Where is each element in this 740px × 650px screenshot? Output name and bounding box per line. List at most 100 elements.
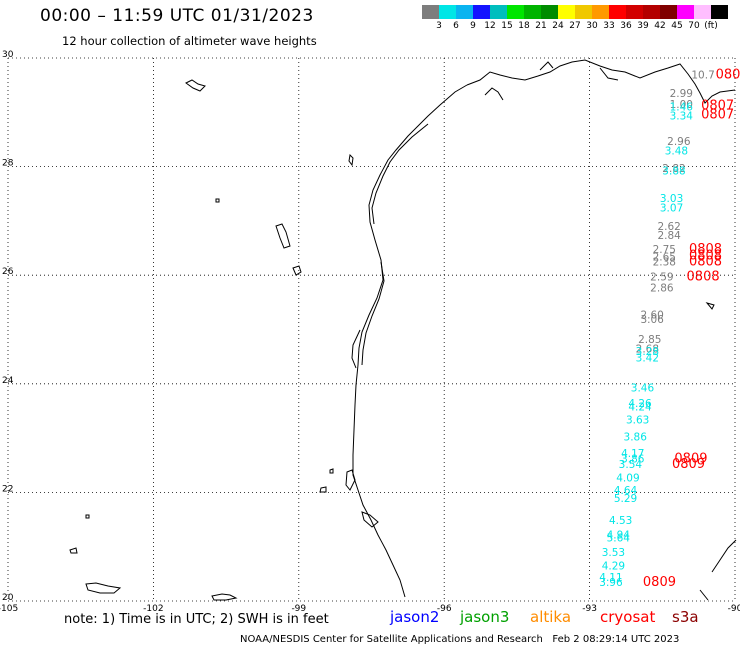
wave-height-value: 2.59: [650, 272, 673, 284]
map-grid: [7, 57, 736, 602]
color-swatch: [558, 5, 575, 19]
color-scale-label: 3: [436, 21, 442, 31]
color-swatch: [507, 5, 524, 19]
page-subtitle: 12 hour collection of altimeter wave hei…: [62, 34, 317, 48]
wave-height-value: 2.62: [657, 221, 680, 233]
island: [85, 582, 122, 594]
bay-shoreline: [351, 329, 361, 369]
wave-height-value: 1.00: [670, 99, 693, 111]
coastline-main: [352, 84, 468, 598]
legend-altika: altika: [530, 608, 572, 626]
barrier-island: [371, 123, 429, 225]
color-swatch: [524, 5, 541, 19]
wave-height-value: 1.46: [670, 102, 694, 114]
island: [705, 302, 715, 310]
y-tick-label: 28: [2, 159, 14, 169]
wave-height-value: 4.17: [621, 448, 644, 460]
wave-height-value: 3.06: [640, 314, 664, 326]
wave-height-value: 2.84: [657, 230, 681, 242]
legend-s3a: s3a: [672, 608, 699, 626]
satellite-pass-label: 0809: [674, 452, 707, 467]
wave-height-value: 5.29: [614, 493, 637, 505]
color-scale-label: 30: [586, 21, 598, 31]
color-swatch: [711, 5, 728, 19]
wave-height-value: 4.11: [599, 572, 622, 584]
island: [319, 486, 327, 493]
color-scale-label: 15: [501, 21, 513, 31]
barrier-island: [361, 261, 385, 366]
color-scale-label: 39: [637, 21, 649, 31]
satellite-pass-label: 0807: [701, 99, 734, 114]
bay-shoreline: [484, 87, 504, 101]
wave-height-value: 2.85: [638, 334, 661, 346]
color-swatch: [439, 5, 456, 19]
wave-height-value: 4.94: [607, 530, 631, 542]
color-scale-label: 21: [535, 21, 547, 31]
coastline-yucatan: [699, 589, 709, 601]
y-tick-label: 22: [2, 484, 13, 494]
wave-height-value: 3.42: [636, 353, 659, 365]
island: [215, 198, 220, 203]
wave-height-value: 3.88: [662, 166, 685, 178]
wave-height-value: 2.82: [662, 163, 685, 175]
color-swatch: [694, 5, 711, 19]
color-scale-label: 24: [552, 21, 564, 31]
wave-height-value: 3.46: [631, 382, 655, 394]
coastline-louisiana: [466, 59, 736, 104]
color-swatch: [592, 5, 609, 19]
wave-height-value: 3.03: [660, 193, 683, 205]
color-scale-label: 33: [603, 21, 615, 31]
wave-height-value: 4.26: [628, 398, 652, 410]
y-tick-label: 20: [2, 593, 14, 603]
legend-cryosat: cryosat: [600, 608, 656, 626]
y-tick-label: 26: [2, 267, 14, 277]
wave-height-value: 4.24: [628, 401, 652, 413]
y-tick-label: 30: [2, 50, 14, 60]
satellite-pass-label: 0808: [689, 254, 722, 269]
color-scale-label: (ft): [704, 21, 718, 31]
y-tick-label: 24: [2, 376, 14, 386]
color-scale-label: 6: [453, 21, 459, 31]
satellite-pass-label: 0808: [687, 270, 720, 285]
generated-timestamp: Feb 2 08:29:14 UTC 2023: [552, 634, 680, 645]
wave-height-value: 4.53: [609, 515, 632, 527]
wave-height-value: 3.63: [626, 414, 649, 426]
satellite-pass-label: 0807: [701, 107, 734, 122]
island: [361, 511, 379, 528]
wave-height-value: 4.64: [614, 485, 638, 497]
wave-height-value: 2.38: [653, 256, 676, 268]
legend-jason3: jason3: [460, 608, 510, 626]
bay-shoreline: [599, 67, 619, 81]
color-scale-label: 70: [688, 21, 700, 31]
satellite-pass-label: 0809: [643, 575, 676, 590]
x-tick-label: -96: [437, 604, 452, 614]
wave-height-value: 2.68: [636, 343, 659, 355]
credit-line: NOAA/NESDIS Center for Satellite Applica…: [240, 634, 679, 645]
satellite-pass-label: 0807: [716, 68, 740, 83]
island: [69, 547, 78, 554]
x-tick-label: -105: [0, 604, 18, 614]
bay-shoreline: [539, 61, 554, 71]
color-scale-label: 12: [484, 21, 496, 31]
color-swatch: [626, 5, 643, 19]
wave-height-value: 3.28: [636, 346, 659, 358]
wave-height-value: 3.86: [621, 454, 645, 466]
credit-text: NOAA/NESDIS Center for Satellite Applica…: [240, 634, 543, 645]
color-swatch: [422, 5, 439, 19]
wave-height-value: 2.86: [650, 282, 674, 294]
page-title: 00:00 – 11:59 UTC 01/31/2023: [40, 6, 314, 26]
color-scale-label: 9: [470, 21, 476, 31]
axis-tick-labels: -105 -102 -99 -96 -93 -90 20 22 24 26 28 30: [0, 50, 740, 614]
color-swatch: [473, 5, 490, 19]
wave-height-value: 4.09: [616, 473, 639, 485]
island: [185, 79, 206, 92]
satellite-pass-label: 0808: [689, 242, 722, 257]
color-swatch: [490, 5, 507, 19]
color-scale-label: 45: [671, 21, 683, 31]
wave-height-value: 2.99: [670, 88, 693, 100]
island: [345, 469, 356, 491]
color-scale-label: 36: [620, 21, 632, 31]
x-tick-label: -90: [728, 604, 740, 614]
note-text: note: 1) Time is in UTC; 2) SWH is in fe…: [64, 612, 329, 627]
color-swatch: [643, 5, 660, 19]
